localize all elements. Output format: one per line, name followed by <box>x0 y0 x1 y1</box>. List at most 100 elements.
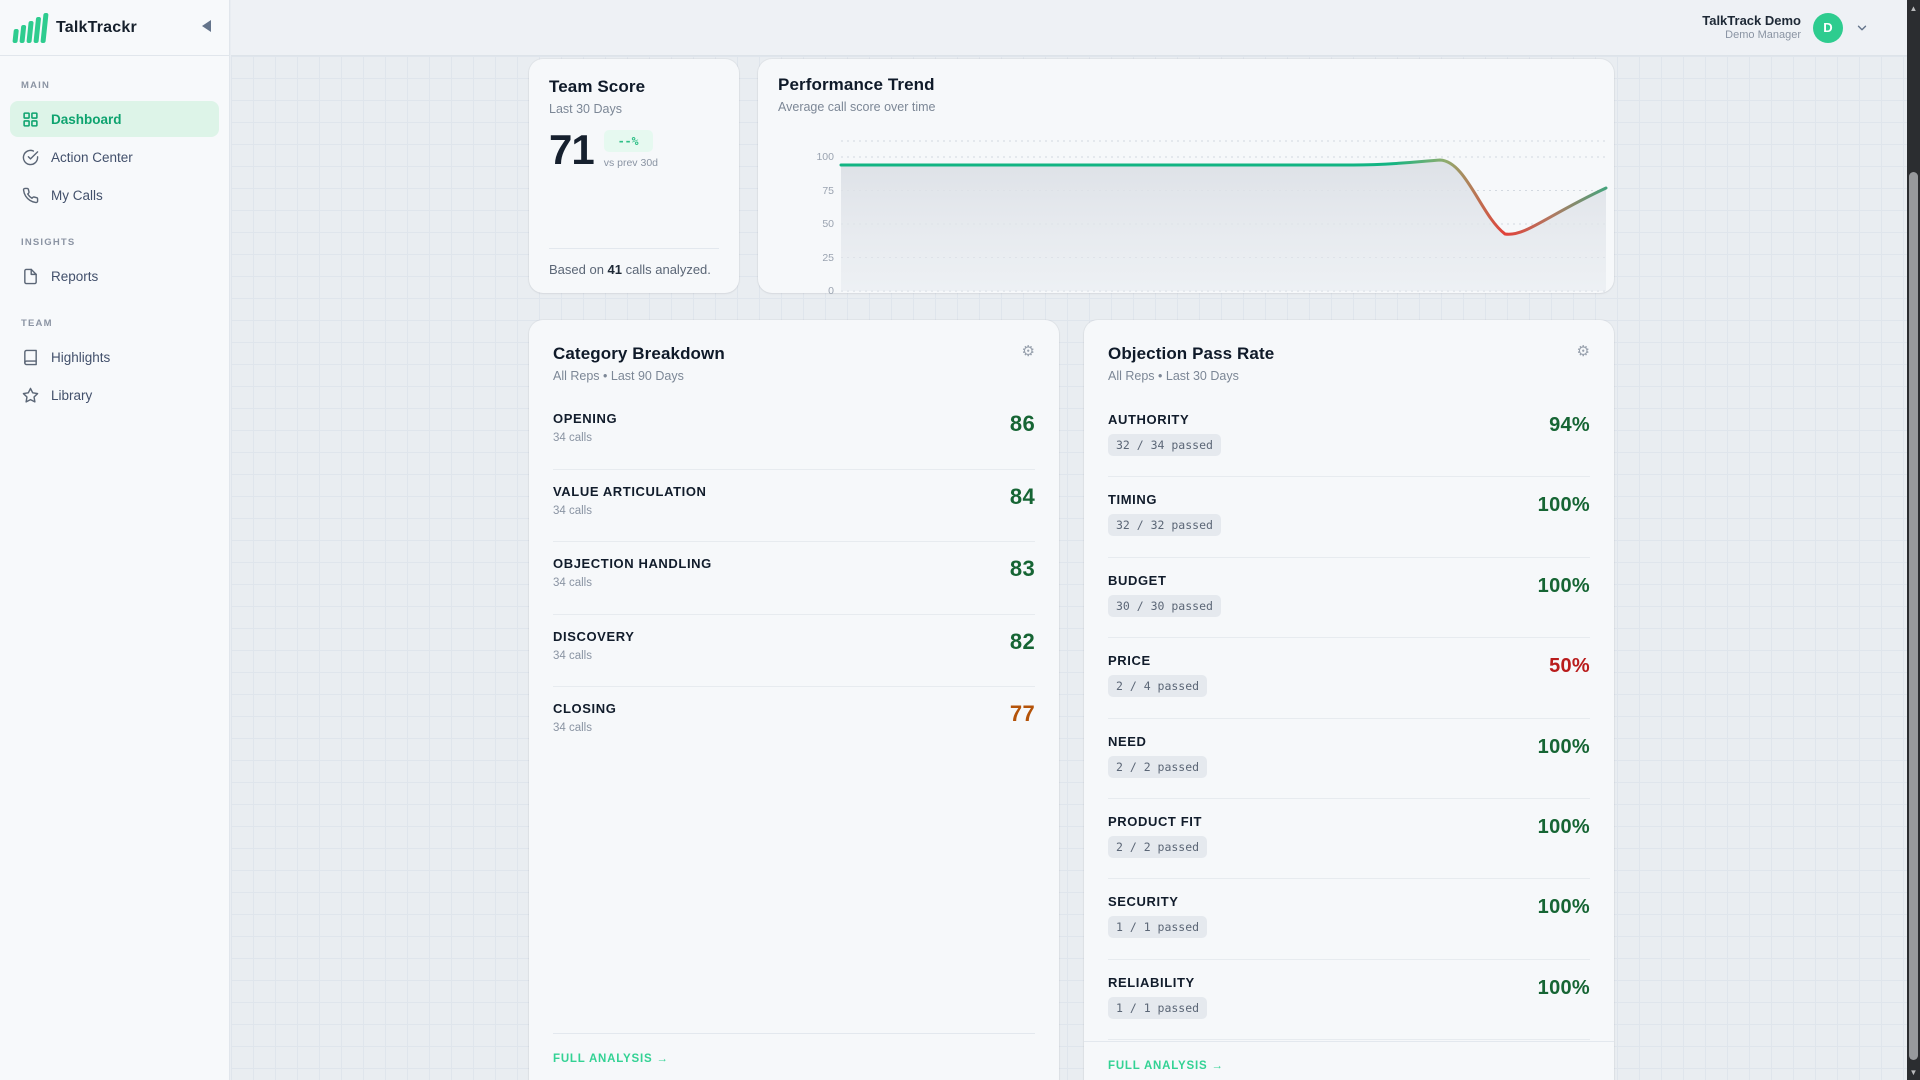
app-title: TalkTrackr <box>56 18 137 36</box>
team-score-title: Team Score <box>549 77 646 96</box>
team-score-card: Team Score Last 30 Days 71 --% vs prev 3… <box>529 59 739 293</box>
performance-trend-title: Performance Trend <box>778 75 935 94</box>
objection-row-need: NEED 2 / 2 passed 100% <box>1108 719 1590 799</box>
category-label: OPENING <box>553 411 618 426</box>
category-score: 83 <box>1009 556 1035 581</box>
passed-badge: 1 / 1 passed <box>1108 996 1208 1019</box>
sidebar-item-reports[interactable]: Reports <box>10 258 219 294</box>
passed-badge: 32 / 34 passed <box>1108 434 1221 456</box>
objection-row-price: PRICE 2 / 4 passed 50% <box>1108 638 1590 719</box>
team-score-period: Last 30 Days <box>549 102 622 116</box>
sidebar-item-library[interactable]: Library <box>10 377 219 413</box>
passed-badge: 2 / 2 passed <box>1108 835 1208 858</box>
avatar[interactable]: D <box>1813 12 1843 43</box>
category-row-closing: CLOSING 34 calls 77 <box>553 687 1035 760</box>
objection-pct: 100% <box>1537 494 1590 517</box>
talktrackr-logo-icon <box>12 12 49 43</box>
category-breakdown-card: Category Breakdown All Reps • Last 90 Da… <box>529 320 1059 1080</box>
calls-analyzed-count: 41 <box>607 262 623 277</box>
objection-pass-rate-header: Objection Pass Rate All Reps • Last 30 D… <box>1108 344 1274 383</box>
category-breakdown-subtitle: All Reps • Last 90 Days <box>553 369 684 383</box>
objection-label: BUDGET <box>1108 572 1167 588</box>
document-icon <box>24 268 37 284</box>
user-role: Demo Manager <box>1725 28 1801 41</box>
gear-icon[interactable]: ⚙ <box>1576 343 1590 360</box>
objection-label: RELIABILITY <box>1108 974 1195 990</box>
objection-pct: 100% <box>1537 896 1590 919</box>
sidebar-collapse-icon[interactable] <box>202 20 211 32</box>
sidebar-item-label: Dashboard <box>51 111 122 127</box>
full-analysis-link[interactable]: FULL ANALYSIS → <box>553 1053 669 1065</box>
category-rows: OPENING 34 calls 86 VALUE ARTICULATION 34 … <box>529 389 1059 760</box>
svg-text:25: 25 <box>822 252 834 264</box>
category-footer: FULL ANALYSIS → <box>553 1033 1035 1067</box>
category-score: 86 <box>1009 411 1035 436</box>
team-score-delta-block: --% vs prev 30d <box>603 130 658 169</box>
sidebar-header: TalkTrackr <box>0 0 229 56</box>
check-circle-icon <box>22 149 39 165</box>
category-label: DISCOVERY <box>553 628 635 644</box>
objection-footer: FULL ANALYSIS → <box>1084 1041 1614 1074</box>
svg-text:100: 100 <box>816 151 834 163</box>
objection-row-budget: BUDGET 30 / 30 passed 100% <box>1108 558 1590 639</box>
category-label: OBJECTION HANDLING <box>553 556 712 571</box>
objection-row-product-fit: PRODUCT FIT 2 / 2 passed 100% <box>1108 799 1590 880</box>
passed-badge: 2 / 2 passed <box>1108 755 1208 778</box>
sidebar-item-label: Reports <box>51 268 99 284</box>
scroll-up-icon[interactable]: ▲ <box>1909 4 1918 13</box>
nav-section-main: MAIN <box>21 80 51 91</box>
category-calls: 34 calls <box>553 504 592 517</box>
category-score: 77 <box>1009 701 1035 726</box>
dashboard-grid-icon <box>23 111 38 127</box>
objection-label: NEED <box>1108 733 1147 749</box>
objection-row-timing: TIMING 32 / 32 passed 100% <box>1108 477 1590 558</box>
svg-text:0: 0 <box>828 285 834 294</box>
gear-icon[interactable]: ⚙ <box>1021 343 1035 360</box>
svg-text:75: 75 <box>822 185 834 197</box>
topbar: TalkTrack Demo Demo Manager D <box>231 0 1907 56</box>
objection-pct: 50% <box>1549 655 1590 678</box>
passed-badge: 30 / 30 passed <box>1108 594 1221 617</box>
full-analysis-link[interactable]: FULL ANALYSIS → <box>1108 1060 1224 1073</box>
objection-pass-rate-subtitle: All Reps • Last 30 Days <box>1108 369 1239 383</box>
objection-pct: 100% <box>1537 815 1590 838</box>
performance-trend-chart: 100 75 50 25 0 <box>816 140 1608 294</box>
vertical-scrollbar[interactable]: ▲ ▼ <box>1907 0 1920 1080</box>
book-icon <box>24 349 37 365</box>
objection-row-security: SECURITY 1 / 1 passed 100% <box>1108 879 1590 960</box>
objection-rows: AUTHORITY 32 / 34 passed 94% TIMING 32 / 3… <box>1084 389 1614 1041</box>
objection-label: TIMING <box>1108 492 1158 508</box>
objection-pct: 100% <box>1537 976 1590 999</box>
sidebar-item-my-calls[interactable]: My Calls <box>10 177 219 213</box>
performance-trend-subtitle: Average call score over time <box>778 100 936 114</box>
objection-row-authority: AUTHORITY 32 / 34 passed 94% <box>1108 397 1590 478</box>
phone-icon <box>22 187 39 203</box>
category-score: 82 <box>1009 628 1035 654</box>
objection-pass-rate-card: Objection Pass Rate All Reps • Last 30 D… <box>1084 320 1614 1080</box>
scrollbar-thumb[interactable] <box>1909 172 1918 1060</box>
category-row-value-articulation: VALUE ARTICULATION 34 calls 84 <box>553 470 1035 542</box>
category-row-opening: OPENING 34 calls 86 <box>553 397 1035 470</box>
category-calls: 34 calls <box>553 432 592 444</box>
objection-label: PRICE <box>1108 653 1151 669</box>
sidebar-item-dashboard[interactable]: Dashboard <box>10 101 219 137</box>
sidebar-item-label: Highlights <box>51 349 111 365</box>
team-score-row: 71 --% vs prev 30d <box>549 129 719 171</box>
category-breakdown-header: Category Breakdown All Reps • Last 90 Da… <box>553 344 725 383</box>
sidebar-item-action-center[interactable]: Action Center <box>10 139 219 175</box>
objection-pct: 100% <box>1537 574 1590 597</box>
delta-badge: --% <box>603 130 653 152</box>
objection-label: PRODUCT FIT <box>1108 813 1202 829</box>
sidebar: TalkTrackr MAIN Dashboard Action Center … <box>0 0 230 1080</box>
chevron-down-icon[interactable] <box>1855 21 1869 35</box>
objection-pct: 94% <box>1549 414 1590 436</box>
scroll-down-icon[interactable]: ▼ <box>1909 1068 1918 1077</box>
star-icon <box>22 387 39 403</box>
nav-section-insights: INSIGHTS <box>21 237 76 248</box>
category-label: CLOSING <box>553 701 617 716</box>
category-calls: 34 calls <box>553 577 592 589</box>
sidebar-item-highlights[interactable]: Highlights <box>10 339 219 375</box>
category-score: 84 <box>1009 483 1035 509</box>
main-content: Team Score Last 30 Days 71 --% vs prev 3… <box>231 56 1907 1080</box>
